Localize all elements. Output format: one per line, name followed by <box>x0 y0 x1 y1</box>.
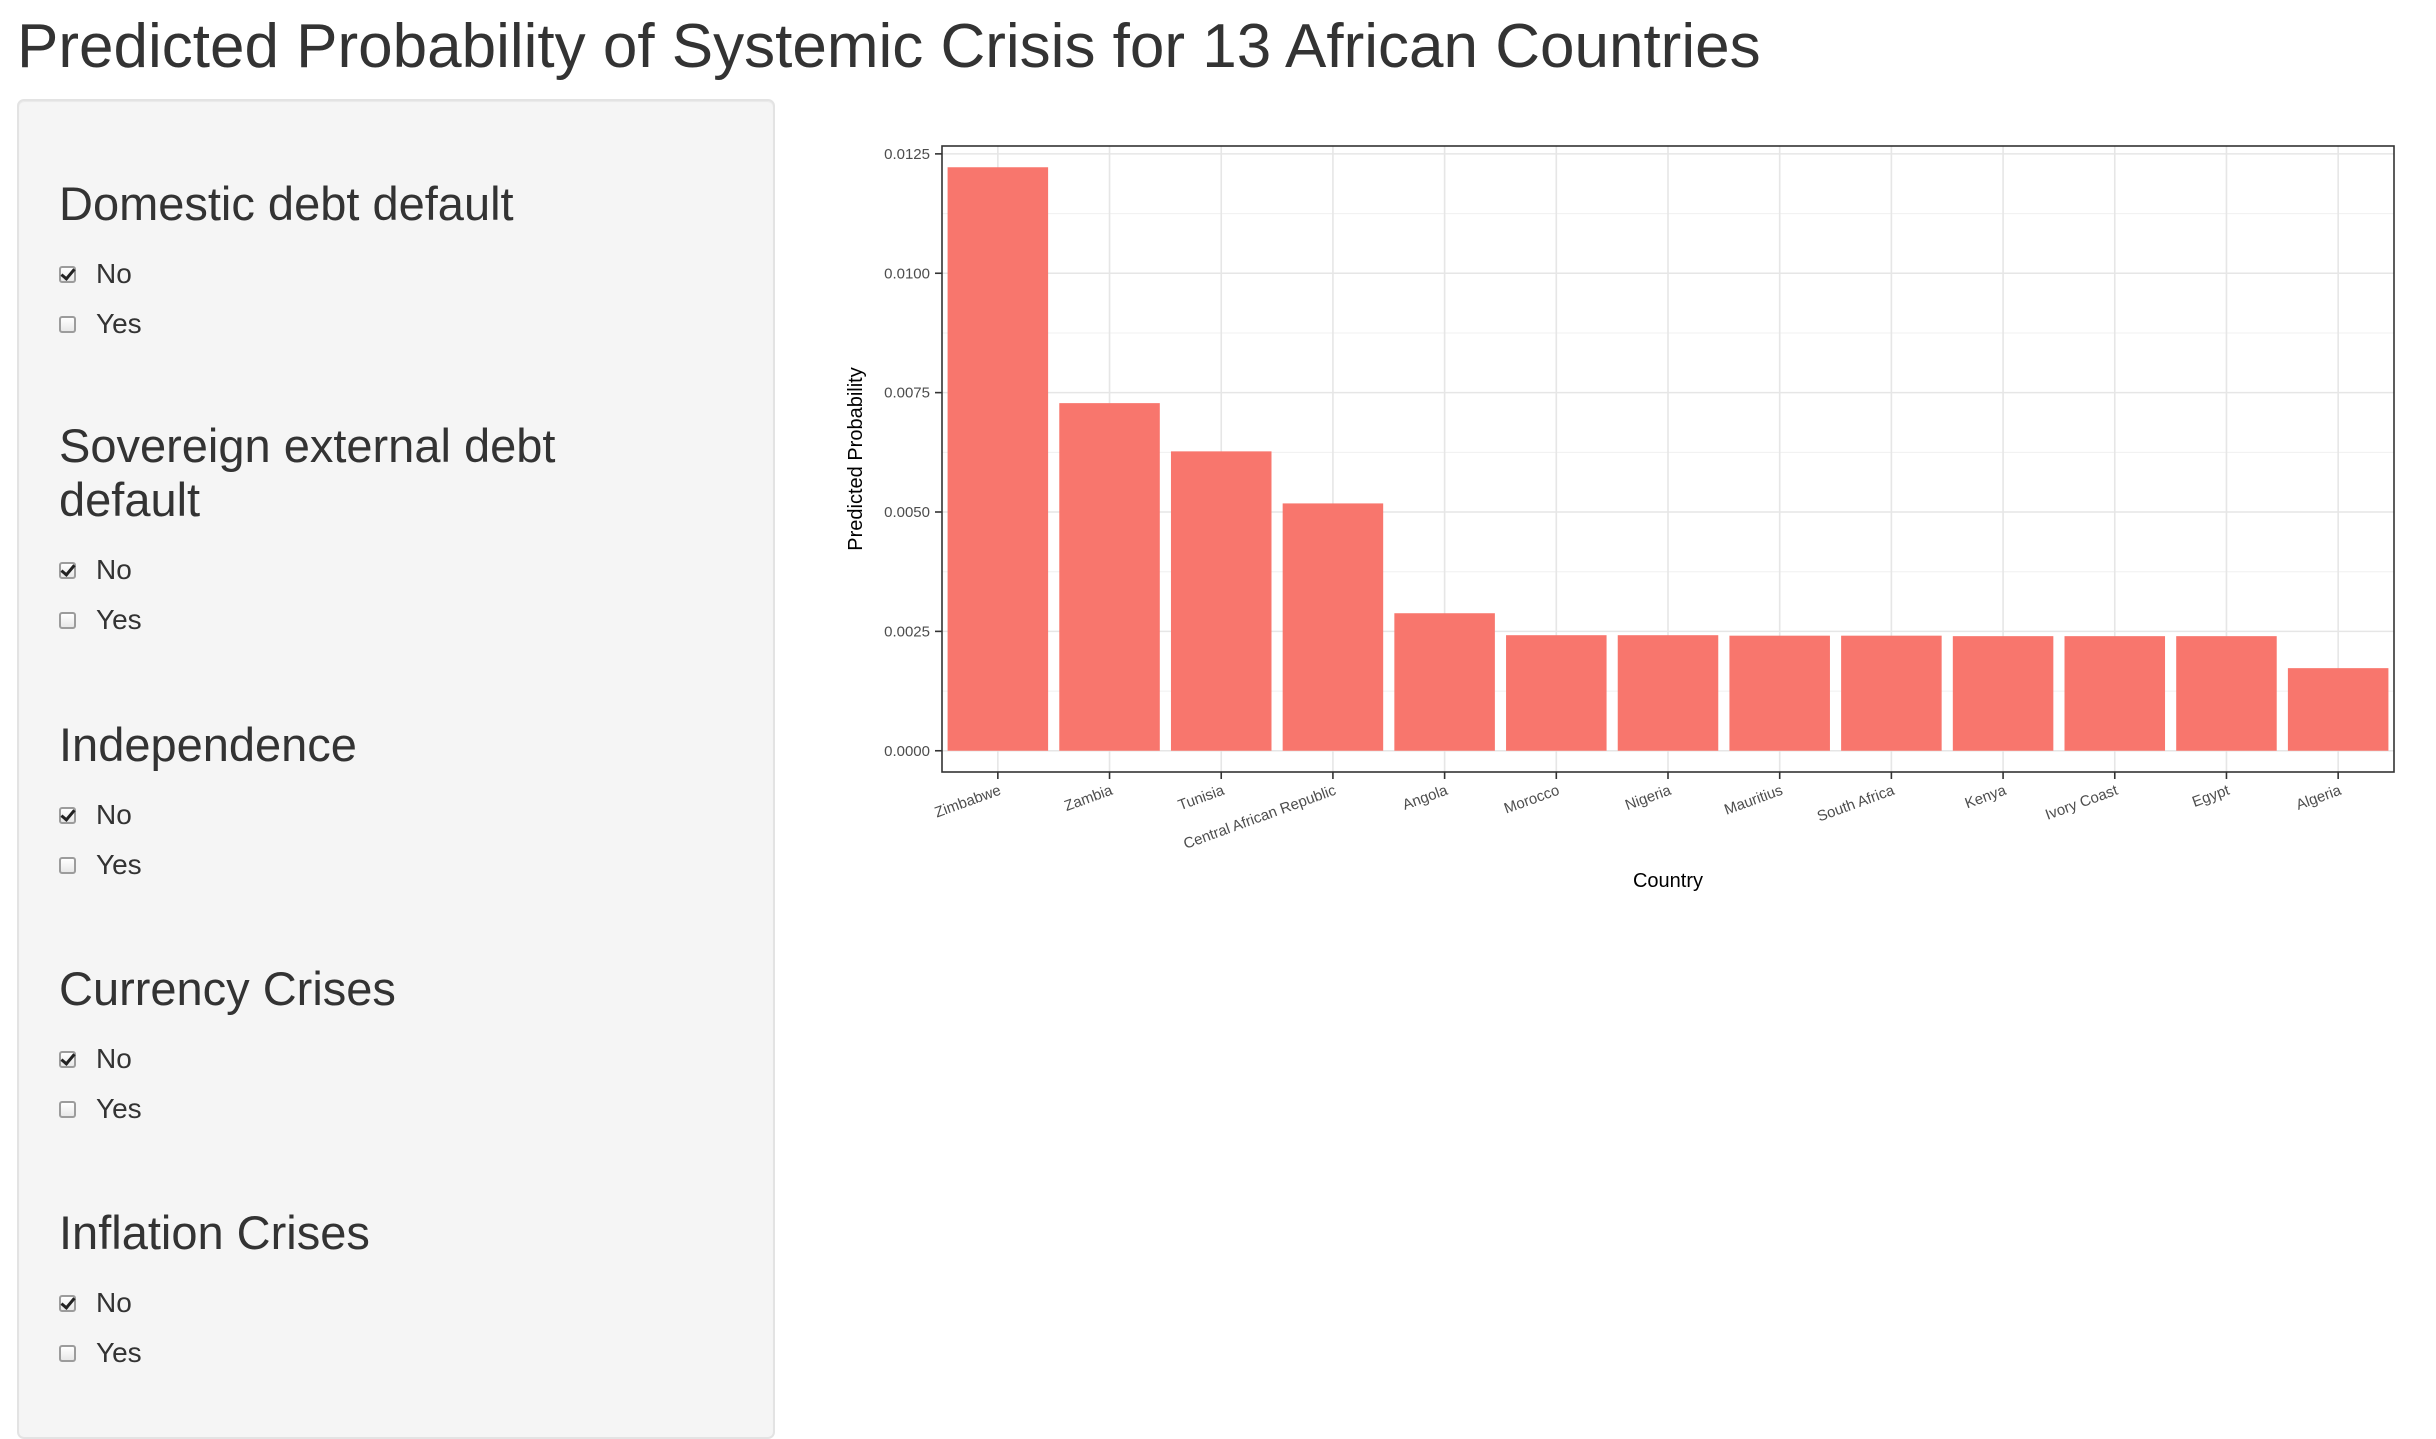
checkbox-checked-icon[interactable] <box>59 561 76 579</box>
option-label: No <box>96 258 132 289</box>
domestic-debt-no-option[interactable]: No <box>59 249 739 299</box>
option-label: Yes <box>96 308 142 339</box>
x-tick-label: Algeria <box>2294 782 2344 814</box>
bar-zimbabwe <box>947 167 1049 751</box>
y-tick-label: 0.0000 <box>884 743 930 760</box>
x-tick-label: Morocco <box>1502 782 1562 818</box>
bar-egypt <box>2176 636 2277 751</box>
option-label: Yes <box>96 1093 142 1124</box>
y-axis-title: Predicted Probability <box>845 367 867 550</box>
sidebar-panel: Domestic debt default No Yes Sovereign e… <box>17 99 775 1439</box>
option-label: Yes <box>96 604 142 635</box>
bar-chart: 0.0000 0.0025 0.0050 0.0075 0.0100 0.0125 Zimb… <box>845 145 2395 892</box>
option-label: No <box>96 554 132 585</box>
sovereign-debt-yes-option[interactable]: Yes <box>59 595 739 645</box>
bar-tunisia <box>1170 451 1272 751</box>
option-label: No <box>96 799 132 830</box>
checkbox-checked-icon[interactable] <box>59 1294 76 1312</box>
checkbox-unchecked-icon[interactable] <box>59 315 76 333</box>
x-tick-label: Tunisia <box>1176 782 1227 815</box>
x-tick-label: Angola <box>1400 782 1450 814</box>
checkbox-unchecked-icon[interactable] <box>59 856 76 874</box>
x-tick-label: Ivory Coast <box>2043 782 2121 824</box>
x-tick-label: South Africa <box>1815 782 1897 826</box>
sovereign-external-debt-default-section: Sovereign external debt default No Yes <box>59 419 739 645</box>
x-tick-label: Kenya <box>1963 782 2009 813</box>
section-title: Inflation Crises <box>59 1206 370 1259</box>
checkbox-checked-icon[interactable] <box>59 806 76 824</box>
option-label: No <box>96 1287 132 1318</box>
bar-central-african-republic <box>1282 503 1384 751</box>
bar-mauritius <box>1729 635 1830 751</box>
option-label: Yes <box>96 849 142 880</box>
x-tick-label: Zimbabwe <box>932 782 1003 822</box>
checkbox-checked-icon[interactable] <box>59 1050 76 1068</box>
section-title: Sovereign external debt default <box>59 419 556 526</box>
section-title: Domestic debt default <box>59 177 514 230</box>
section-title: Currency Crises <box>59 962 396 1015</box>
currency-crises-section: Currency Crises No Yes <box>59 962 739 1134</box>
domestic-debt-default-section: Domestic debt default No Yes <box>59 177 739 349</box>
checkbox-unchecked-icon[interactable] <box>59 1344 76 1362</box>
checkbox-checked-icon[interactable] <box>59 265 76 283</box>
x-tick-label: Mauritius <box>1722 782 1785 819</box>
independence-section: Independence No Yes <box>59 718 739 890</box>
y-tick-label: 0.0050 <box>884 504 930 521</box>
x-tick-label: Zambia <box>1062 782 1115 815</box>
bar-angola <box>1394 613 1495 751</box>
inflation-crises-yes-option[interactable]: Yes <box>59 1328 739 1378</box>
currency-crises-no-option[interactable]: No <box>59 1034 739 1084</box>
sovereign-debt-no-option[interactable]: No <box>59 545 739 595</box>
inflation-crises-section: Inflation Crises No Yes <box>59 1206 739 1378</box>
domestic-debt-yes-option[interactable]: Yes <box>59 299 739 349</box>
option-label: Yes <box>96 1337 142 1368</box>
y-tick-label: 0.0125 <box>884 146 930 163</box>
page-title: Predicted Probability of Systemic Crisis… <box>17 12 1761 81</box>
bar-ivory-coast <box>2064 636 2166 751</box>
checkbox-unchecked-icon[interactable] <box>59 611 76 629</box>
x-tick-label: Nigeria <box>1623 782 1674 814</box>
bar-zambia <box>1059 403 1160 751</box>
bar-nigeria <box>1617 635 1719 751</box>
y-tick-label: 0.0025 <box>884 623 930 640</box>
bar-morocco <box>1506 635 1607 751</box>
independence-yes-option[interactable]: Yes <box>59 840 739 890</box>
bar-south-africa <box>1841 635 1942 751</box>
y-tick-label: 0.0100 <box>884 265 930 282</box>
option-label: No <box>96 1043 132 1074</box>
bar-algeria <box>2287 668 2389 751</box>
panel-border <box>941 145 2395 773</box>
bar-kenya <box>1952 636 2054 751</box>
y-tick-label: 0.0075 <box>884 385 930 402</box>
section-title: Independence <box>59 718 357 771</box>
checkbox-unchecked-icon[interactable] <box>59 1100 76 1118</box>
x-axis-title: Country <box>1633 870 1703 892</box>
independence-no-option[interactable]: No <box>59 790 739 840</box>
inflation-crises-no-option[interactable]: No <box>59 1278 739 1328</box>
x-tick-label: Egypt <box>2190 782 2233 811</box>
currency-crises-yes-option[interactable]: Yes <box>59 1084 739 1134</box>
